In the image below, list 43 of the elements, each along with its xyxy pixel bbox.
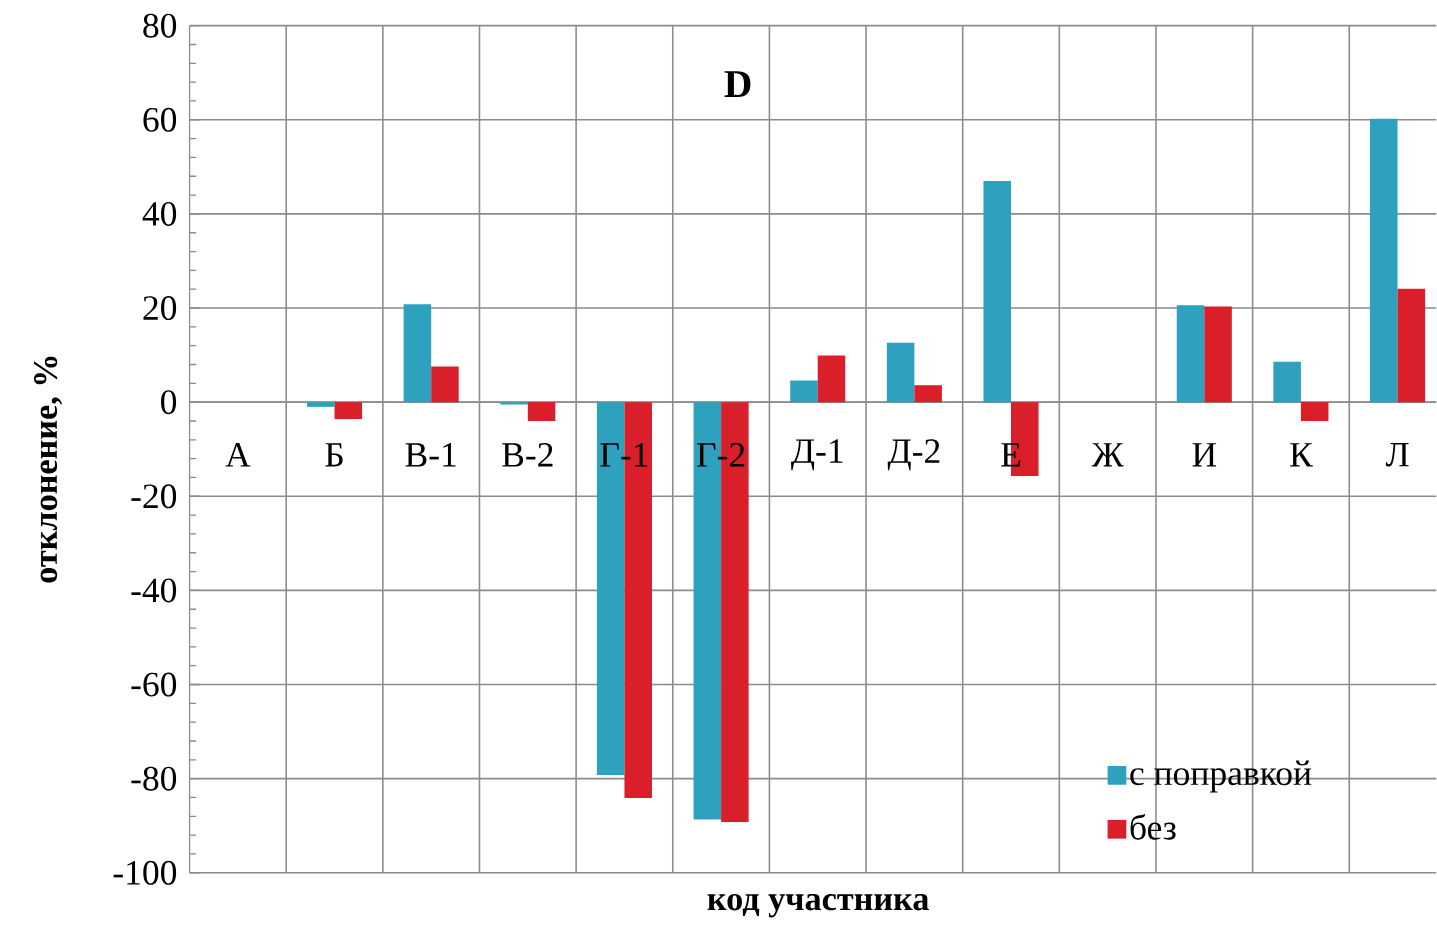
bar [431,366,459,403]
x-tick-label: Д-2 [887,439,940,471]
y-tick-label: 20 [143,295,177,320]
bar [1204,306,1232,403]
x-tick-label: И [1192,443,1217,467]
bar [1176,305,1205,403]
bar [886,342,915,403]
x-tick-label: В-1 [405,442,456,467]
bar [527,402,556,421]
bar [1397,288,1426,403]
x-tick-label: Б [325,443,343,467]
bar [983,180,1012,403]
y-tick-label: 80 [143,13,177,38]
bar [403,304,432,403]
y-tick-label: 40 [142,201,177,226]
y-tick-label: -20 [131,484,177,509]
bar [306,402,335,407]
x-tick-label: А [225,442,251,467]
bar [817,355,846,403]
x-tick-label: Д-1 [791,439,843,471]
bar [334,402,363,419]
bar [1300,402,1329,421]
y-tick-label: 60 [143,107,177,132]
x-tick-label: Ж [1091,443,1124,467]
x-tick-label: Г-2 [697,442,745,467]
x-tick-label: Л [1385,442,1409,467]
text: D [724,70,751,97]
x-tick-label: В-2 [502,442,553,467]
y-tick-label: -100 [113,860,177,885]
x-tick-label: К [1290,443,1313,467]
y-tick-label: -60 [131,672,177,697]
bar [500,402,528,405]
legend-label: без [1130,813,1176,840]
bar [790,380,818,403]
y-tick-label: -40 [131,578,177,603]
bar [1370,118,1398,403]
y-tick-label: 0 [161,390,177,415]
y-tick-label: -80 [131,766,177,791]
bar [1273,361,1301,403]
legend-label: с поправкой [1130,760,1312,793]
x-axis-title: код участника [707,893,929,918]
bar [914,385,942,403]
y-axis-title: отклонение, % [34,356,63,583]
